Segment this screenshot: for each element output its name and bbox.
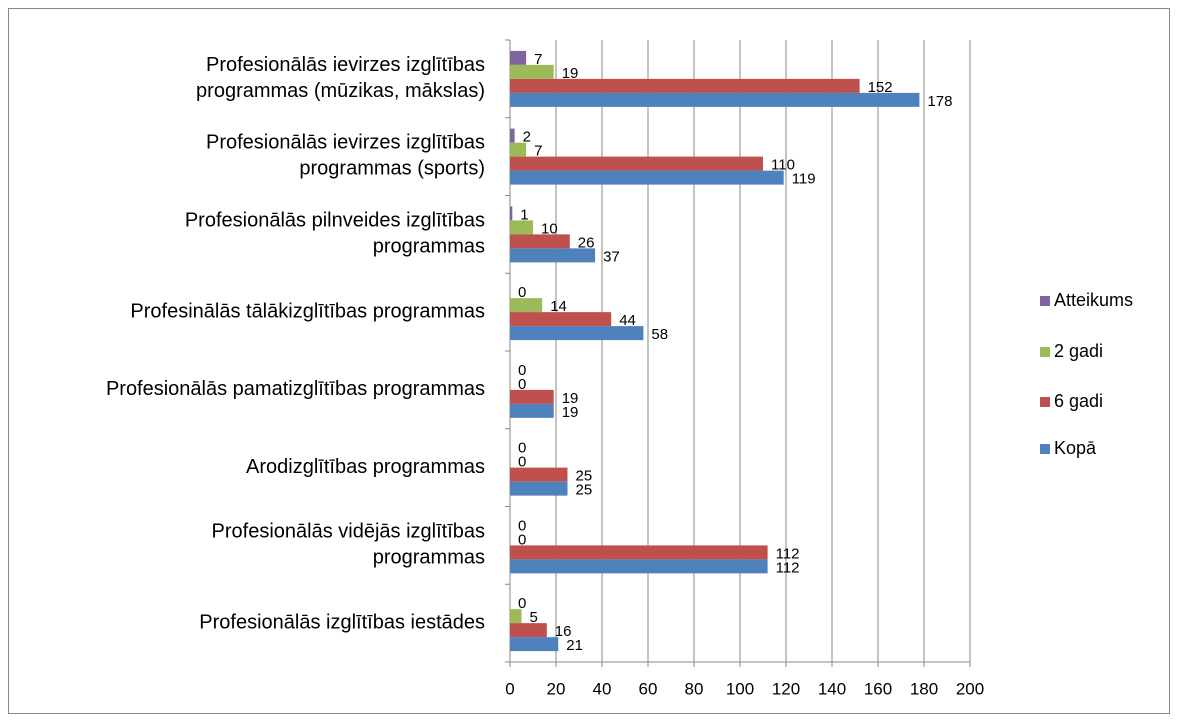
bar xyxy=(510,403,554,418)
data-label: 25 xyxy=(576,482,593,499)
bar xyxy=(510,206,513,221)
bar xyxy=(510,128,515,143)
y-tick-label: Profesionālās pilnveides izglītības progr… xyxy=(185,210,485,258)
data-label: 0 xyxy=(518,440,526,457)
x-tick-label: 40 xyxy=(593,679,612,698)
bar xyxy=(510,623,547,638)
data-label: 26 xyxy=(578,234,595,251)
data-label: 0 xyxy=(518,454,526,471)
legend-swatch xyxy=(1040,347,1050,357)
legend-swatch xyxy=(1040,296,1050,306)
y-tick-label: Profesionālās ievirzes izglītības program… xyxy=(196,54,485,102)
legend-label: Kopā xyxy=(1054,438,1097,458)
bar xyxy=(510,92,920,107)
x-tick-label: 200 xyxy=(956,679,984,698)
data-label: 16 xyxy=(555,623,572,640)
legend-label: 2 gadi xyxy=(1054,341,1103,361)
bar xyxy=(510,481,568,496)
bar xyxy=(510,64,554,79)
data-label: 19 xyxy=(562,404,579,421)
data-label: 25 xyxy=(576,468,593,485)
data-label: 0 xyxy=(518,284,526,301)
y-tick-label: Arodizglītības programmas xyxy=(246,456,485,478)
bar xyxy=(510,50,527,65)
bar xyxy=(510,156,763,171)
data-label: 0 xyxy=(518,531,526,548)
data-label: 21 xyxy=(566,637,583,654)
x-tick-label: 60 xyxy=(639,679,658,698)
bar xyxy=(510,559,768,574)
bar xyxy=(510,78,860,93)
data-label: 14 xyxy=(550,298,567,315)
bar xyxy=(510,467,568,482)
bar xyxy=(510,248,596,263)
data-label: 1 xyxy=(520,206,528,223)
y-tick-label: Profesionālās vidējās izglītības programm… xyxy=(212,521,485,569)
y-tick-label: Profesinālās tālākizglītības programmas xyxy=(130,300,485,322)
x-tick-label: 80 xyxy=(685,679,704,698)
bar xyxy=(510,312,612,327)
y-tick-label: Profesionālās izglītības iestādes xyxy=(199,611,485,633)
x-tick-label: 20 xyxy=(547,679,566,698)
x-tick-label: 120 xyxy=(772,679,800,698)
data-label: 2 xyxy=(523,129,531,146)
x-tick-label: 180 xyxy=(910,679,938,698)
data-label: 119 xyxy=(792,171,816,188)
bar xyxy=(510,234,570,249)
chart-border xyxy=(8,8,1170,714)
data-label: 58 xyxy=(651,326,668,343)
y-tick-label: Profesionālās pamatizglītības programmas xyxy=(106,378,485,400)
x-tick-label: 0 xyxy=(505,679,514,698)
bar xyxy=(510,326,644,341)
x-tick-label: 160 xyxy=(864,679,892,698)
data-label: 0 xyxy=(518,517,526,534)
y-tick-label: Profesionālās ievirzes izglītības program… xyxy=(206,132,485,180)
data-label: 5 xyxy=(530,609,538,626)
data-label: 110 xyxy=(771,157,795,174)
data-label: 44 xyxy=(619,312,636,329)
bar xyxy=(510,170,784,185)
bar xyxy=(510,637,559,652)
x-tick-label: 140 xyxy=(818,679,846,698)
data-label: 152 xyxy=(868,79,893,96)
data-label: 0 xyxy=(518,362,526,379)
data-label: 0 xyxy=(518,595,526,612)
legend-swatch xyxy=(1040,397,1050,407)
bar xyxy=(510,142,527,157)
data-label: 19 xyxy=(562,65,579,82)
bar xyxy=(510,389,554,404)
bar xyxy=(510,298,543,313)
data-label: 7 xyxy=(534,143,542,160)
data-label: 7 xyxy=(534,51,542,68)
x-tick-label: 100 xyxy=(726,679,754,698)
data-label: 37 xyxy=(603,248,620,265)
data-label: 112 xyxy=(776,559,800,576)
data-label: 19 xyxy=(562,390,579,407)
legend-swatch xyxy=(1040,444,1050,454)
bar xyxy=(510,609,522,624)
data-label: 0 xyxy=(518,376,526,393)
data-label: 112 xyxy=(776,545,800,562)
data-label: 10 xyxy=(541,220,558,237)
legend-label: Atteikums xyxy=(1054,290,1133,310)
bar xyxy=(510,545,768,560)
legend-label: 6 gadi xyxy=(1054,391,1103,411)
bar xyxy=(510,220,533,235)
data-label: 178 xyxy=(927,93,952,110)
